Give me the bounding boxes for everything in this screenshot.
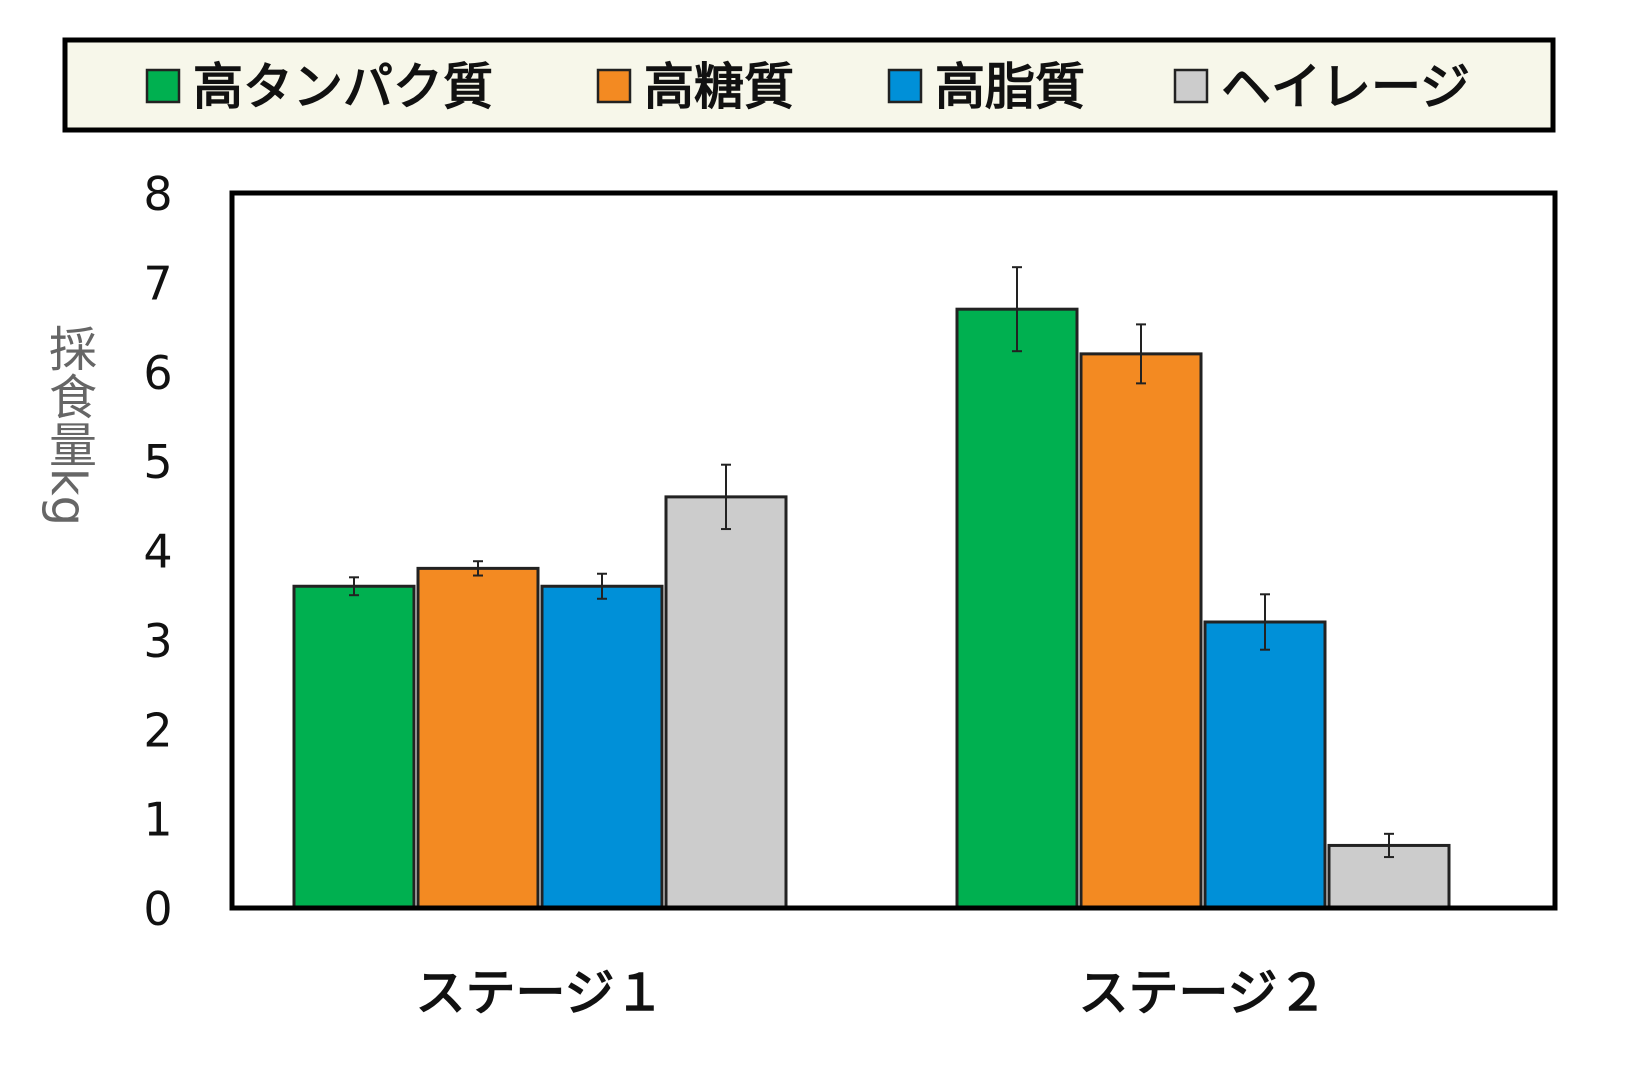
y-tick-label: 6 [143, 346, 172, 400]
legend-label: ヘイレージ [1221, 58, 1470, 116]
legend-label: 高タンパク質 [193, 58, 493, 116]
legend-swatch [145, 68, 181, 104]
y-tick-label: 7 [143, 256, 172, 310]
bar [1203, 620, 1327, 910]
bar [664, 495, 788, 910]
bar [416, 566, 540, 910]
legend-label: 高糖質 [644, 58, 794, 116]
y-tick-label: 5 [143, 435, 172, 489]
legend-box [62, 37, 1556, 133]
legend: 高タンパク質 高糖質 高脂質 ヘイレージ [62, 37, 1556, 133]
bar [540, 584, 664, 910]
y-tick-label: 4 [143, 525, 172, 579]
bar [1079, 352, 1203, 910]
x-category-label: ステージ２ [1079, 964, 1328, 1022]
y-tick-label: 2 [143, 703, 172, 757]
y-tick-label: 8 [143, 167, 172, 221]
plot-area: 採食量kg 0 1 2 3 4 5 6 7 8 ステージ１ ステージ２ [40, 167, 1558, 1022]
plot-frame [229, 190, 1558, 911]
legend-label: 高脂質 [935, 58, 1085, 116]
y-tick-label: 0 [143, 882, 172, 936]
y-tick-label: 1 [143, 793, 172, 847]
y-tick-label: 3 [143, 614, 172, 668]
bar [955, 307, 1079, 910]
legend-swatch [596, 68, 632, 104]
y-axis-label: 採食量kg [40, 324, 96, 526]
x-category-label: ステージ１ [416, 964, 665, 1022]
bar [292, 584, 416, 910]
legend-swatch [887, 68, 923, 104]
legend-swatch [1173, 68, 1209, 104]
